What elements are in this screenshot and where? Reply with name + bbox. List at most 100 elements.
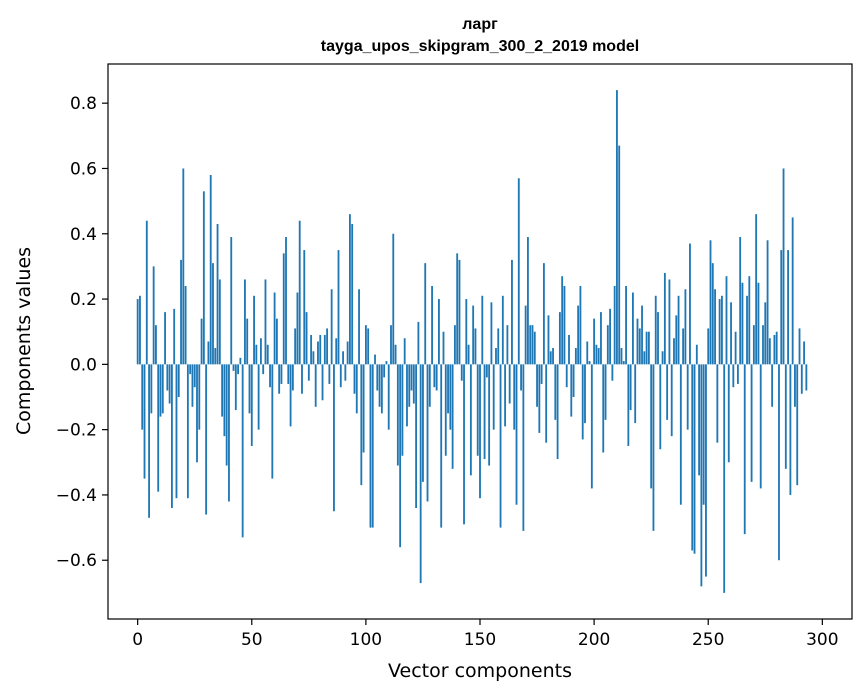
bar-228	[657, 312, 659, 365]
bar-236	[675, 315, 678, 365]
bar-250	[707, 328, 710, 365]
bar-149	[476, 364, 479, 456]
bar-47	[244, 279, 246, 365]
bar-232	[666, 364, 669, 420]
bar-170	[524, 305, 527, 365]
bar-216	[629, 364, 632, 411]
bar-133	[440, 364, 443, 528]
bar-29	[202, 191, 205, 365]
bar-269	[750, 364, 753, 482]
bar-275	[764, 302, 767, 365]
bar-242	[689, 243, 691, 365]
bar-191	[572, 364, 575, 397]
bar-69	[294, 328, 297, 365]
bar-101	[367, 328, 370, 365]
x-tick-label: 250	[692, 630, 724, 650]
bar-183	[554, 364, 557, 420]
bar-93	[349, 214, 351, 365]
bar-155	[490, 302, 493, 365]
bar-108	[383, 364, 386, 378]
bar-188	[565, 364, 568, 388]
x-axis-label: Vector components	[388, 660, 572, 682]
bar-50	[250, 364, 253, 446]
bar-3	[143, 364, 146, 479]
bar-75	[307, 364, 310, 381]
bar-43	[234, 364, 237, 411]
bar-278	[771, 364, 774, 407]
bar-128	[428, 364, 431, 407]
bar-195	[581, 364, 584, 440]
bar-28	[200, 318, 203, 365]
bar-237	[677, 295, 680, 365]
bar-261	[732, 364, 735, 388]
y-tick-label: 0.6	[70, 159, 97, 179]
bar-193	[577, 305, 580, 365]
bar-263	[736, 364, 739, 384]
bar-121	[412, 364, 415, 404]
bar-70	[296, 292, 299, 365]
bar-161	[504, 364, 507, 427]
bar-116	[401, 364, 404, 456]
bar-266	[743, 364, 746, 535]
bar-34	[214, 348, 217, 365]
bar-77	[312, 351, 315, 365]
bar-53	[257, 364, 260, 430]
bar-1	[139, 295, 141, 365]
bar-214	[625, 286, 627, 365]
bar-235	[673, 338, 675, 365]
bar-35	[216, 223, 219, 365]
bar-83	[326, 328, 329, 365]
bar-152	[483, 364, 486, 460]
bar-76	[310, 334, 313, 365]
bar-102	[369, 364, 372, 528]
bar-192	[574, 348, 577, 365]
bar-233	[668, 279, 671, 365]
bar-277	[768, 338, 771, 365]
bar-9	[157, 364, 160, 492]
x-axis-ticks: 0 50 100 150 200 250 300	[132, 619, 839, 650]
bar-119	[408, 364, 411, 407]
bar-213	[622, 361, 625, 365]
bar-187	[563, 286, 566, 365]
bar-8	[155, 325, 157, 365]
bar-171	[527, 237, 529, 365]
bar-164	[511, 259, 513, 365]
x-tick-label: 300	[806, 630, 838, 650]
bar-211	[618, 145, 621, 365]
bar-151	[481, 295, 484, 365]
bar-88	[337, 250, 340, 365]
bar-156	[492, 364, 495, 430]
bar-184	[556, 364, 559, 460]
bar-200	[593, 318, 596, 365]
bar-290	[798, 328, 801, 365]
bar-247	[700, 364, 703, 587]
bar-159	[499, 364, 502, 528]
bar-284	[784, 364, 787, 469]
bar-143	[463, 364, 465, 525]
bar-172	[529, 325, 532, 365]
x-tick-label: 150	[464, 630, 496, 650]
bar-81	[321, 364, 324, 401]
bar-217	[632, 292, 634, 365]
bar-120	[410, 364, 413, 391]
bar-42	[232, 364, 235, 371]
bar-62	[278, 364, 281, 394]
bar-280	[775, 331, 778, 365]
bar-104	[374, 354, 376, 365]
bar-177	[540, 364, 543, 384]
bar-251	[709, 240, 712, 365]
bar-166	[515, 364, 518, 505]
bar-160	[501, 295, 504, 365]
bar-90	[342, 351, 344, 365]
bar-13	[166, 364, 169, 391]
bar-273	[759, 364, 762, 489]
bar-51	[253, 295, 255, 365]
bar-181	[549, 351, 552, 365]
bar-117	[403, 338, 406, 365]
bar-283	[782, 168, 785, 365]
bar-229	[659, 364, 662, 450]
bar-291	[800, 364, 803, 394]
bar-145	[467, 344, 470, 365]
bar-60	[273, 292, 276, 365]
bar-95	[353, 364, 356, 394]
